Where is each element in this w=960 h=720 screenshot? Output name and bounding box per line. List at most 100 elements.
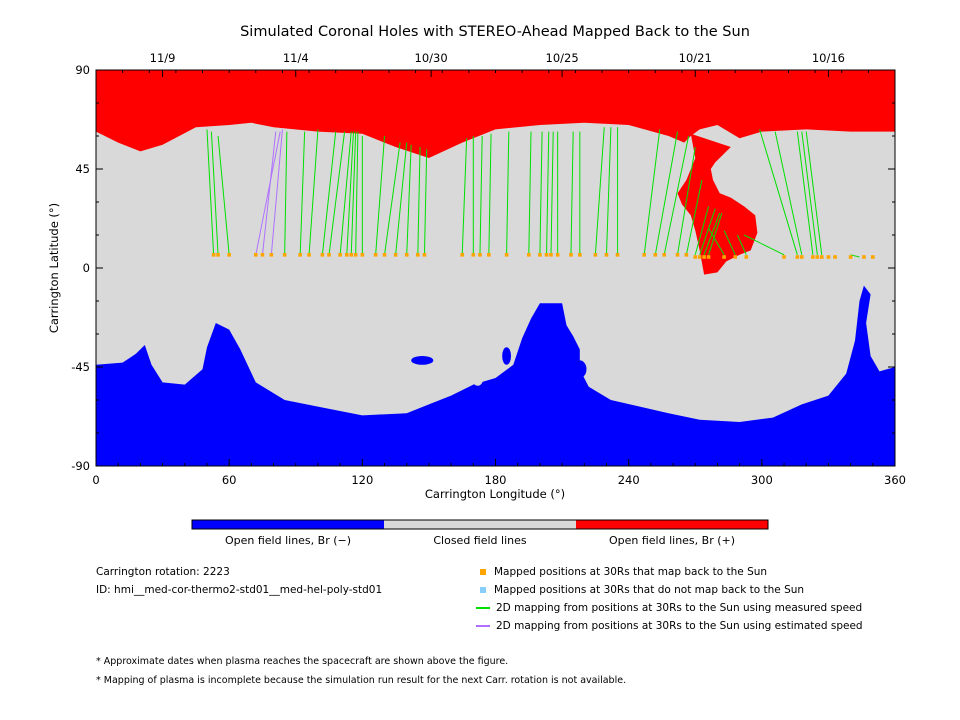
mapped-point-42 — [693, 255, 698, 259]
mapped-point-19 — [404, 253, 409, 257]
mapped-point-1 — [216, 253, 220, 257]
carrington-rotation: Carrington rotation: 2223 — [96, 566, 230, 578]
measured-mapping-line-46 — [743, 234, 785, 256]
measured-mapping-line-29 — [570, 131, 574, 255]
x-tick-label-4: 240 — [618, 473, 640, 487]
mapped-point-41 — [684, 253, 689, 257]
mapped-point-5 — [269, 253, 274, 257]
colorbar-segment-1 — [384, 520, 576, 529]
mapped-point-57 — [848, 255, 853, 259]
measured-mapping-line-4 — [299, 131, 306, 255]
y-tick-label-1: -45 — [71, 360, 90, 374]
mapped-point-22 — [460, 253, 465, 257]
measured-mapping-line-43 — [708, 228, 725, 256]
mapped-point-12 — [344, 253, 349, 257]
measured-mapping-line-11 — [355, 131, 359, 255]
measured-mapping-line-6 — [321, 131, 337, 255]
mapped-point-8 — [307, 253, 311, 257]
south-open-region — [96, 285, 895, 466]
measured-mapping-line-38 — [685, 179, 703, 255]
mapped-point-4 — [260, 253, 265, 257]
measured-mapping-line-26 — [546, 131, 550, 255]
mapped-point-24 — [478, 253, 482, 257]
measured-mapping-line-5 — [308, 129, 319, 255]
measured-mapping-line-2 — [217, 135, 230, 255]
note-dates: * Approximate dates when plasma reaches … — [96, 656, 509, 667]
x-tick-label-5: 300 — [751, 473, 773, 487]
estimated-mapping-line-0 — [255, 131, 281, 255]
mapped-point-43 — [697, 255, 702, 259]
y-tick-label-2: 0 — [83, 261, 90, 275]
mapped-point-59 — [871, 255, 875, 259]
measured-mapping-line-13 — [375, 135, 386, 255]
measured-mapping-line-31 — [594, 127, 605, 255]
colorbar-segment-0 — [192, 520, 384, 529]
mapped-point-40 — [675, 253, 680, 257]
x-tick-label-3: 180 — [485, 473, 507, 487]
mapped-point-16 — [373, 253, 378, 257]
legend-mapped-label: Mapped positions at 30Rs that map back t… — [494, 566, 768, 578]
mapped-point-11 — [338, 253, 342, 257]
north-coronal-hole-extension — [677, 133, 758, 275]
mapped-point-20 — [416, 253, 420, 257]
mapped-point-47 — [733, 255, 737, 259]
mapped-point-17 — [382, 253, 387, 257]
estimated-mapping-line-2 — [270, 129, 283, 255]
colorbar — [191, 519, 769, 530]
top-date-label-0: 11/9 — [150, 51, 176, 65]
measured-mapping-line-48 — [774, 131, 803, 255]
axes: 0 60 120 180 240 300 360 -90 -45 0 45 90 11/9 11/4 10/… — [71, 51, 906, 487]
mapped-point-58 — [862, 255, 866, 259]
top-date-label-3: 10/25 — [546, 51, 579, 65]
mapped-point-33 — [578, 253, 582, 257]
mapped-point-55 — [826, 255, 831, 259]
mapped-point-31 — [555, 253, 560, 257]
mapped-point-14 — [353, 253, 358, 257]
plot-area — [96, 70, 895, 466]
measured-mapping-line-21 — [479, 135, 483, 255]
measured-mapping-line-0 — [206, 129, 215, 255]
legend-estimated: 2D mapping from positions at 30Rs to the… — [476, 620, 863, 632]
colorbar-label-closed: Closed field lines — [433, 534, 527, 547]
top-date-label-1: 11/4 — [283, 51, 309, 65]
measured-mapping-line-39 — [694, 206, 710, 255]
south-island-0 — [472, 370, 484, 386]
measured-mapping-line-51 — [805, 131, 823, 255]
measured-mapping-line-9 — [346, 131, 354, 255]
mapped-point-0 — [211, 253, 216, 257]
note-incomplete: * Mapping of plasma is incomplete becaus… — [96, 675, 627, 686]
mapped-point-44 — [702, 255, 706, 259]
colorbar-segment-2 — [576, 520, 768, 529]
top-date-label-4: 10/21 — [679, 51, 712, 65]
measured-mapping-line-37 — [677, 146, 696, 255]
x-tick-label-2: 120 — [351, 473, 373, 487]
x-tick-label-0: 0 — [92, 473, 99, 487]
mapped-point-15 — [360, 253, 365, 257]
measured-mapping-line-18 — [423, 149, 428, 255]
measured-mapping-line-34 — [643, 129, 661, 255]
mapped-point-18 — [393, 253, 398, 257]
mapped-point-37 — [642, 253, 647, 257]
mapped-point-36 — [615, 253, 620, 257]
mapped-point-9 — [320, 253, 325, 257]
legend-measured-label: 2D mapping from positions at 30Rs to the… — [496, 602, 863, 614]
measured-mapping-line-49 — [796, 131, 814, 255]
legend-mapped-swatch — [480, 569, 486, 575]
top-date-label-5: 10/16 — [812, 51, 845, 65]
mapped-point-26 — [504, 253, 509, 257]
mapped-point-27 — [526, 253, 531, 257]
x-tick-label-1: 60 — [222, 473, 237, 487]
x-tick-label-6: 360 — [884, 473, 906, 487]
legend-unmapped-label: Mapped positions at 30Rs that do not map… — [494, 584, 805, 596]
mapped-point-53 — [815, 255, 820, 259]
mapped-point-23 — [471, 253, 476, 257]
measured-mapping-line-8 — [339, 131, 352, 255]
measured-mapping-line-1 — [210, 131, 219, 255]
mapped-point-52 — [811, 255, 815, 259]
south-island-3 — [573, 360, 587, 379]
mapped-point-7 — [298, 253, 302, 257]
mapped-point-56 — [833, 255, 837, 259]
legend-unmapped-swatch — [480, 587, 486, 593]
measured-mapping-line-44 — [723, 230, 736, 256]
